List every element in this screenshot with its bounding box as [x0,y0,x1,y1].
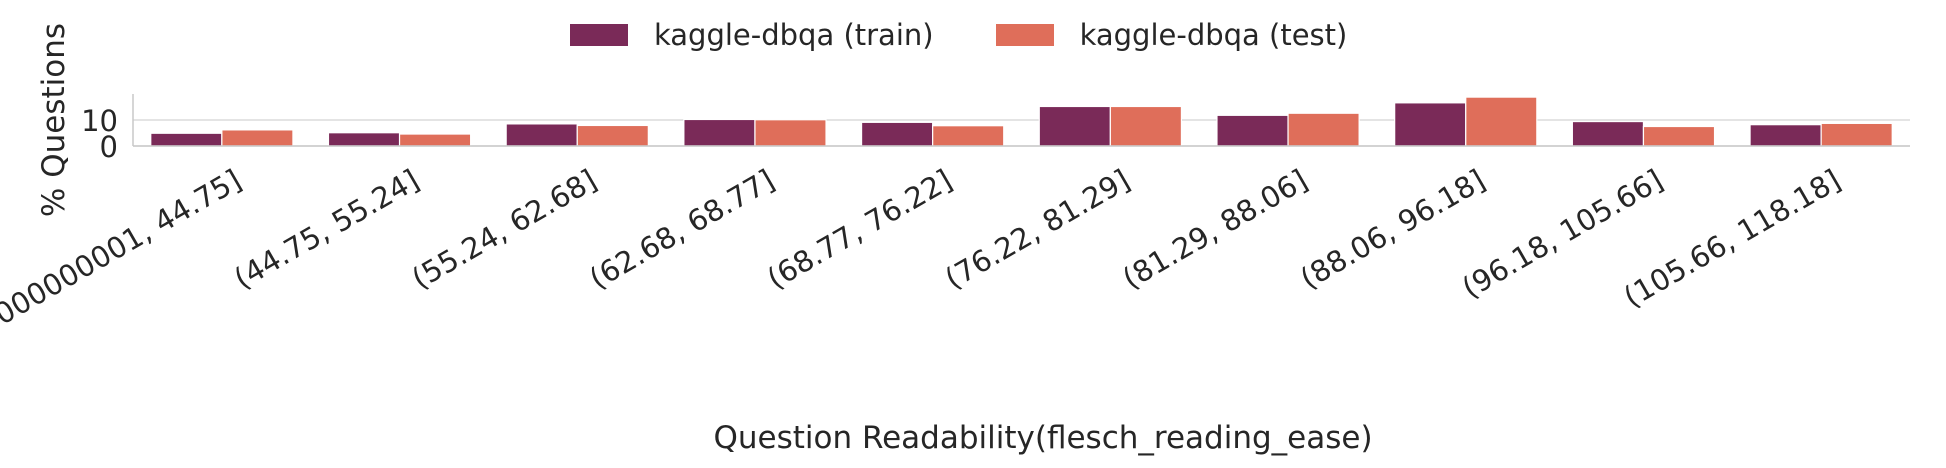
bar-train [505,123,578,147]
bar-train [1749,124,1822,147]
bar-train [327,132,401,147]
x-tick-label: (68.77, 76.22] [761,163,957,296]
x-tick-label: (44.75, 55.24] [228,163,424,296]
bar-test [1109,105,1183,147]
bar-test [1642,125,1716,147]
x-tick-label: (55.24, 62.68] [406,163,602,296]
bar-train [860,121,934,147]
bar-train [683,118,756,147]
legend-label-test: kaggle-dbqa (test) [1079,18,1348,52]
bar-train [1394,102,1467,147]
bar-test [398,133,472,147]
bar-test [221,129,294,147]
bar-test [1820,122,1893,147]
bar-train [1216,114,1289,147]
x-tick-labels: (10.559000000000001, 44.75](44.75, 55.24… [0,163,1846,416]
bars [150,96,1893,147]
legend-swatch-train [570,24,628,46]
legend-label-train: kaggle-dbqa (train) [654,18,934,52]
bar-train [1571,120,1645,147]
x-tick-label: (76.22, 81.29] [939,163,1135,296]
legend-item-train: kaggle-dbqa (train) [570,18,934,52]
bar-test [1287,112,1360,147]
y-tick-label: 0 [100,130,118,164]
bar-test [932,125,1005,147]
bar-test [576,124,649,147]
bar-train [150,132,223,147]
axes [132,94,1910,147]
legend-item-test: kaggle-dbqa (test) [995,18,1348,52]
legend-swatch-test [995,24,1054,46]
bar-test [1465,96,1538,147]
y-tick-label: 10 [81,104,118,138]
bar-test [754,119,827,147]
bar-train [1038,105,1111,147]
x-axis-label: Question Readability(flesch_reading_ease… [713,420,1373,456]
legend: kaggle-dbqa (train) kaggle-dbqa (test) [570,18,1409,52]
x-tick-label: (81.29, 88.06] [1117,163,1313,296]
y-axis-label: % Questions [36,22,72,218]
x-tick-label: (62.68, 68.77] [584,163,780,296]
y-tick-labels: 010 [81,104,118,164]
